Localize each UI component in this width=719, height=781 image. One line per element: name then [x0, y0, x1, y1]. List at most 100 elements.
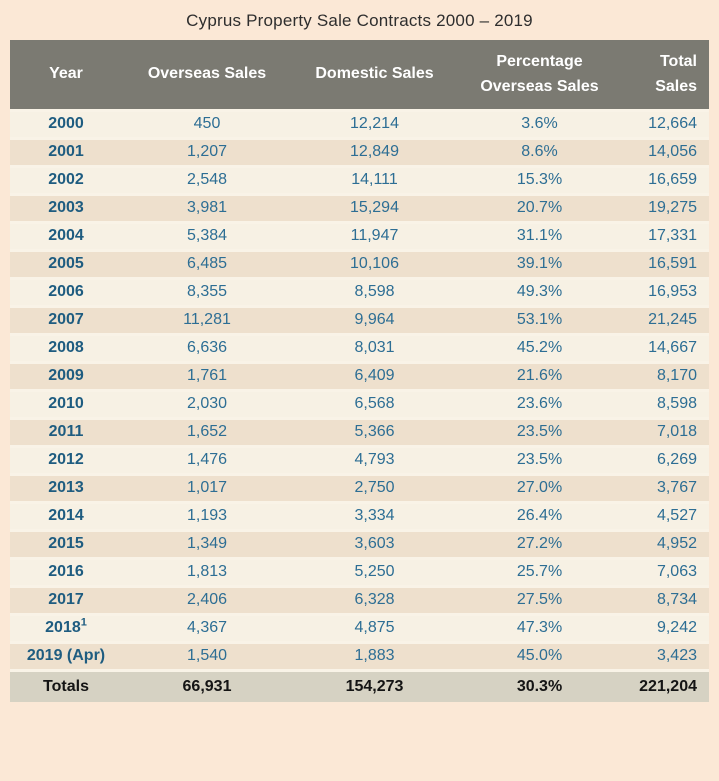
total-sales-cell: 8,170 — [622, 362, 709, 392]
domestic-sales-cell: 6,409 — [292, 362, 457, 392]
overseas-sales-cell: 450 — [122, 110, 292, 140]
domestic-sales-cell: 14,111 — [292, 166, 457, 196]
domestic-sales-cell: 8,598 — [292, 278, 457, 308]
table-row: 20181 4,367 4,875 47.3% 9,242 — [10, 614, 709, 644]
percentage-cell: 25.7% — [457, 558, 622, 588]
overseas-sales-cell: 6,485 — [122, 250, 292, 280]
domestic-sales-cell: 6,328 — [292, 586, 457, 616]
overseas-sales-cell: 1,193 — [122, 502, 292, 532]
percentage-cell: 47.3% — [457, 614, 622, 644]
table-row: 2007 11,281 9,964 53.1% 21,245 — [10, 306, 709, 336]
table-row: 2008 6,636 8,031 45.2% 14,667 — [10, 334, 709, 364]
total-sales-cell: 19,275 — [622, 194, 709, 224]
overseas-sales-cell: 3,981 — [122, 194, 292, 224]
domestic-sales-cell: 8,031 — [292, 334, 457, 364]
col-header-overseas-sales: Overseas Sales — [122, 40, 292, 112]
overseas-sales-cell: 1,761 — [122, 362, 292, 392]
percentage-cell: 20.7% — [457, 194, 622, 224]
overseas-sales-cell: 2,406 — [122, 586, 292, 616]
total-sales-cell: 3,767 — [622, 474, 709, 504]
totals-label: Totals — [10, 670, 122, 702]
percentage-cell: 26.4% — [457, 502, 622, 532]
total-sales-cell: 4,527 — [622, 502, 709, 532]
total-sales-cell: 6,269 — [622, 446, 709, 476]
table-row: 2013 1,017 2,750 27.0% 3,767 — [10, 474, 709, 504]
percentage-cell: 23.5% — [457, 418, 622, 448]
total-sales-cell: 16,953 — [622, 278, 709, 308]
domestic-sales-cell: 3,334 — [292, 502, 457, 532]
overseas-sales-cell: 2,548 — [122, 166, 292, 196]
domestic-sales-cell: 5,250 — [292, 558, 457, 588]
col-header-total-sales: Total Sales — [622, 40, 709, 112]
percentage-cell: 21.6% — [457, 362, 622, 392]
total-sales-cell: 16,659 — [622, 166, 709, 196]
totals-domestic-sales: 154,273 — [292, 670, 457, 702]
year-cell: 2016 — [10, 558, 122, 588]
table-row: 2019 (Apr) 1,540 1,883 45.0% 3,423 — [10, 642, 709, 672]
total-sales-cell: 7,063 — [622, 558, 709, 588]
year-cell: 2002 — [10, 166, 122, 196]
year-cell: 2000 — [10, 110, 122, 140]
table-row: 2004 5,384 11,947 31.1% 17,331 — [10, 222, 709, 252]
domestic-sales-cell: 9,964 — [292, 306, 457, 336]
domestic-sales-cell: 5,366 — [292, 418, 457, 448]
total-sales-cell: 14,056 — [622, 138, 709, 168]
col-header-total-line1: Total — [659, 53, 697, 71]
overseas-sales-cell: 1,207 — [122, 138, 292, 168]
overseas-sales-cell: 2,030 — [122, 390, 292, 420]
percentage-cell: 45.0% — [457, 642, 622, 672]
overseas-sales-cell: 11,281 — [122, 306, 292, 336]
percentage-cell: 8.6% — [457, 138, 622, 168]
year-cell: 2013 — [10, 474, 122, 504]
table-row: 2005 6,485 10,106 39.1% 16,591 — [10, 250, 709, 280]
total-sales-cell: 7,018 — [622, 418, 709, 448]
total-sales-cell: 21,245 — [622, 306, 709, 336]
totals-total-sales: 221,204 — [622, 670, 709, 702]
overseas-sales-cell: 1,476 — [122, 446, 292, 476]
page-title: Cyprus Property Sale Contracts 2000 – 20… — [186, 11, 533, 30]
year-cell: 2011 — [10, 418, 122, 448]
col-header-percentage-line1: Percentage — [496, 53, 583, 71]
table-row: 2016 1,813 5,250 25.7% 7,063 — [10, 558, 709, 588]
total-sales-cell: 17,331 — [622, 222, 709, 252]
total-sales-cell: 8,734 — [622, 586, 709, 616]
percentage-cell: 49.3% — [457, 278, 622, 308]
totals-percentage: 30.3% — [457, 670, 622, 702]
total-sales-cell: 8,598 — [622, 390, 709, 420]
percentage-cell: 3.6% — [457, 110, 622, 140]
overseas-sales-cell: 5,384 — [122, 222, 292, 252]
percentage-cell: 15.3% — [457, 166, 622, 196]
percentage-cell: 53.1% — [457, 306, 622, 336]
year-cell: 2006 — [10, 278, 122, 308]
percentage-cell: 27.0% — [457, 474, 622, 504]
table-row: 2002 2,548 14,111 15.3% 16,659 — [10, 166, 709, 196]
col-header-percentage-line2: Overseas Sales — [480, 78, 599, 96]
table-row: 2000 450 12,214 3.6% 12,664 — [10, 110, 709, 140]
overseas-sales-cell: 1,813 — [122, 558, 292, 588]
domestic-sales-cell: 11,947 — [292, 222, 457, 252]
table-header-row: Year Overseas Sales Domestic Sales Perce… — [10, 40, 709, 112]
col-header-year: Year — [10, 40, 122, 112]
year-cell: 20181 — [10, 614, 122, 644]
domestic-sales-cell: 4,875 — [292, 614, 457, 644]
col-header-percentage-overseas-sales: Percentage Overseas Sales — [457, 40, 622, 112]
footnote-marker: 1 — [80, 616, 87, 629]
total-sales-cell: 4,952 — [622, 530, 709, 560]
table-row: 2003 3,981 15,294 20.7% 19,275 — [10, 194, 709, 224]
year-cell: 2017 — [10, 586, 122, 616]
overseas-sales-cell: 1,652 — [122, 418, 292, 448]
table-row: 2017 2,406 6,328 27.5% 8,734 — [10, 586, 709, 616]
percentage-cell: 31.1% — [457, 222, 622, 252]
year-cell: 2010 — [10, 390, 122, 420]
domestic-sales-cell: 2,750 — [292, 474, 457, 504]
total-sales-cell: 3,423 — [622, 642, 709, 672]
year-cell: 2005 — [10, 250, 122, 280]
year-cell: 2007 — [10, 306, 122, 336]
col-header-total-line2: Sales — [655, 78, 697, 96]
overseas-sales-cell: 1,540 — [122, 642, 292, 672]
total-sales-cell: 16,591 — [622, 250, 709, 280]
domestic-sales-cell: 3,603 — [292, 530, 457, 560]
year-cell: 2009 — [10, 362, 122, 392]
overseas-sales-cell: 4,367 — [122, 614, 292, 644]
